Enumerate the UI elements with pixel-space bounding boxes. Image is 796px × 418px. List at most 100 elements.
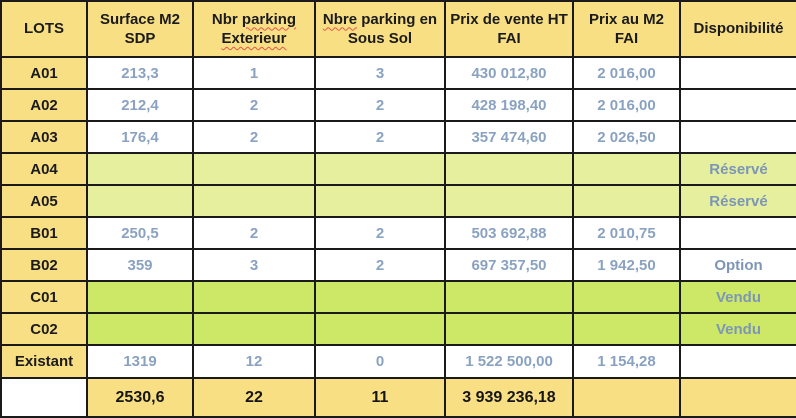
header-parking-sous-sol-line2: Sous Sol [347, 30, 413, 47]
cell-lot[interactable]: A01 [0, 56, 88, 90]
cell-prix-m2[interactable]: 1 942,50 [572, 248, 681, 282]
cell-parking-ss[interactable]: 3 [314, 56, 446, 90]
cell-lot[interactable]: A03 [0, 120, 88, 154]
header-disponibilite[interactable]: Disponibilité [679, 0, 796, 58]
cell-lot[interactable]: C01 [0, 280, 88, 314]
cell-prix-m2[interactable]: 2 010,75 [572, 216, 681, 250]
cell-dispo-status[interactable]: Réservé [679, 184, 796, 218]
cell-surface[interactable] [86, 312, 194, 346]
cell-prix-m2[interactable]: 1 154,28 [572, 344, 681, 379]
cell-parking-ss[interactable]: 2 [314, 216, 446, 250]
cell-parking-ext[interactable]: 2 [192, 88, 316, 122]
header-parking-exterieur[interactable]: Nbr parking Exterieur [192, 0, 316, 58]
header-prix-m2-line1: Prix au M2 [588, 10, 665, 28]
cell-prix-m2[interactable]: 2 016,00 [572, 88, 681, 122]
table-row-totals: 2530,6 22 11 3 939 236,18 [0, 377, 796, 418]
cell-parking-ss[interactable] [314, 152, 446, 186]
cell-surface[interactable] [86, 152, 194, 186]
cell-lot[interactable]: A04 [0, 152, 88, 186]
cell-lot[interactable]: A05 [0, 184, 88, 218]
cell-parking-ext[interactable] [192, 152, 316, 186]
header-prix-m2-line2: FAI [614, 30, 639, 47]
cell-total-prix-vente[interactable]: 3 939 236,18 [444, 377, 574, 418]
header-parking-exterieur-line2: Exterieur [221, 30, 287, 47]
cell-parking-ext[interactable] [192, 312, 316, 346]
cell-lot[interactable]: B02 [0, 248, 88, 282]
cell-parking-ext[interactable]: 3 [192, 248, 316, 282]
cell-lot[interactable]: C02 [0, 312, 88, 346]
header-surface[interactable]: Surface M2 SDP [86, 0, 194, 58]
cell-parking-ss[interactable] [314, 312, 446, 346]
table-row-existant: Existant 1319 12 0 1 522 500,00 1 154,28 [0, 344, 796, 379]
cell-dispo[interactable] [679, 216, 796, 250]
cell-prix-vente[interactable]: 1 522 500,00 [444, 344, 574, 379]
table-row-a05: A05 Réservé [0, 184, 796, 218]
table-row-a04: A04 Réservé [0, 152, 796, 186]
cell-parking-ext[interactable]: 1 [192, 56, 316, 90]
cell-prix-vente[interactable] [444, 184, 574, 218]
cell-surface[interactable] [86, 184, 194, 218]
cell-prix-m2[interactable] [572, 280, 681, 314]
cell-parking-ss[interactable]: 0 [314, 344, 446, 379]
cell-parking-ext[interactable] [192, 184, 316, 218]
cell-prix-m2[interactable] [572, 152, 681, 186]
cell-total-blank[interactable] [0, 377, 88, 418]
cell-parking-ext[interactable]: 2 [192, 120, 316, 154]
cell-parking-ss[interactable] [314, 280, 446, 314]
header-prix-vente[interactable]: Prix de vente HT FAI [444, 0, 574, 58]
cell-prix-vente[interactable]: 430 012,80 [444, 56, 574, 90]
cell-parking-ss[interactable]: 2 [314, 120, 446, 154]
cell-prix-vente[interactable]: 503 692,88 [444, 216, 574, 250]
table-row-b01: B01 250,5 2 2 503 692,88 2 010,75 [0, 216, 796, 250]
cell-prix-vente[interactable] [444, 280, 574, 314]
cell-total-prix-m2[interactable] [572, 377, 681, 418]
cell-surface[interactable]: 212,4 [86, 88, 194, 122]
header-parking-sous-sol[interactable]: Nbre parking en Sous Sol [314, 0, 446, 58]
cell-prix-m2[interactable]: 2 026,50 [572, 120, 681, 154]
table-row-c02: C02 Vendu [0, 312, 796, 346]
cell-prix-m2[interactable] [572, 312, 681, 346]
cell-dispo[interactable] [679, 344, 796, 379]
cell-total-parking-ss[interactable]: 11 [314, 377, 446, 418]
cell-dispo-status[interactable]: Réservé [679, 152, 796, 186]
cell-total-surface[interactable]: 2530,6 [86, 377, 194, 418]
cell-parking-ss[interactable]: 2 [314, 248, 446, 282]
cell-prix-m2[interactable] [572, 184, 681, 218]
cell-parking-ext[interactable]: 12 [192, 344, 316, 379]
cell-prix-vente[interactable]: 357 474,60 [444, 120, 574, 154]
cell-dispo[interactable] [679, 56, 796, 90]
table-row-c01: C01 Vendu [0, 280, 796, 314]
cell-prix-m2[interactable]: 2 016,00 [572, 56, 681, 90]
cell-dispo-status[interactable]: Option [679, 248, 796, 282]
table-row-a03: A03 176,4 2 2 357 474,60 2 026,50 [0, 120, 796, 154]
cell-parking-ext[interactable] [192, 280, 316, 314]
cell-prix-vente[interactable] [444, 312, 574, 346]
cell-surface[interactable]: 250,5 [86, 216, 194, 250]
cell-dispo[interactable] [679, 120, 796, 154]
cell-parking-ss[interactable]: 2 [314, 88, 446, 122]
cell-total-parking-ext[interactable]: 22 [192, 377, 316, 418]
cell-dispo-status[interactable]: Vendu [679, 280, 796, 314]
cell-surface[interactable]: 359 [86, 248, 194, 282]
header-prix-m2[interactable]: Prix au M2 FAI [572, 0, 681, 58]
table-row-a02: A02 212,4 2 2 428 198,40 2 016,00 [0, 88, 796, 122]
cell-surface[interactable]: 176,4 [86, 120, 194, 154]
cell-surface[interactable] [86, 280, 194, 314]
table-row-a01: A01 213,3 1 3 430 012,80 2 016,00 [0, 56, 796, 90]
table-row-b02: B02 359 3 2 697 357,50 1 942,50 Option [0, 248, 796, 282]
header-lots[interactable]: LOTS [0, 0, 88, 58]
cell-prix-vente[interactable]: 697 357,50 [444, 248, 574, 282]
cell-dispo[interactable] [679, 88, 796, 122]
cell-lot[interactable]: B01 [0, 216, 88, 250]
cell-dispo-status[interactable]: Vendu [679, 312, 796, 346]
cell-parking-ext[interactable]: 2 [192, 216, 316, 250]
cell-parking-ss[interactable] [314, 184, 446, 218]
cell-lot[interactable]: Existant [0, 344, 88, 379]
cell-lot[interactable]: A02 [0, 88, 88, 122]
cell-prix-vente[interactable]: 428 198,40 [444, 88, 574, 122]
cell-surface[interactable]: 1319 [86, 344, 194, 379]
cell-surface[interactable]: 213,3 [86, 56, 194, 90]
cell-prix-vente[interactable] [444, 152, 574, 186]
cell-total-dispo[interactable] [679, 377, 796, 418]
